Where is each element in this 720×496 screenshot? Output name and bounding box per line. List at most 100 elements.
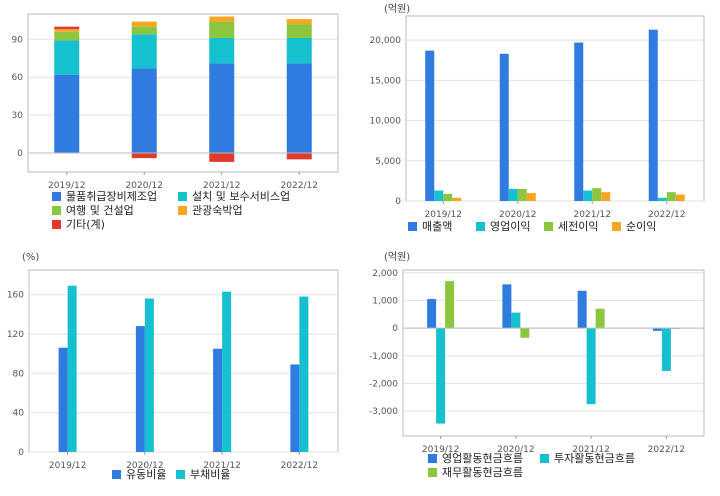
- bar: [209, 16, 235, 22]
- bar: [595, 308, 605, 329]
- bar: [131, 34, 157, 69]
- y-tick-label: -1,000: [369, 352, 398, 362]
- legend-label: 여행 및 건설업: [66, 204, 134, 217]
- x-tick-label: 2019/12: [49, 461, 86, 471]
- plot-frame: [27, 13, 339, 173]
- legend-swatch: [52, 206, 61, 215]
- y-tick-label: 0: [17, 149, 23, 159]
- legend-swatch: [52, 220, 61, 229]
- bar: [443, 193, 453, 201]
- bar: [586, 328, 596, 405]
- bar: [222, 291, 232, 452]
- y-tick-label: 0: [395, 197, 401, 207]
- plot-frame: [402, 269, 705, 437]
- legend-label: 유동비율: [126, 468, 166, 481]
- bar: [657, 197, 667, 201]
- bar: [209, 38, 235, 64]
- bar: [427, 299, 437, 329]
- y-tick-label: 20,000: [370, 36, 402, 46]
- bar: [574, 42, 584, 201]
- x-tick-label: 2019/12: [425, 210, 462, 220]
- y-tick-label: 2,000: [372, 269, 398, 279]
- chart-3: 0 40 80 120 160 (%) 2019/12 2020/12 2021/12 2022/…: [7, 252, 339, 481]
- x-tick-label: 2022/12: [281, 461, 318, 471]
- bar: [675, 194, 685, 201]
- y-tick-label: 160: [7, 291, 24, 301]
- x-tick-label: 2019/12: [48, 181, 85, 191]
- legend-swatch: [112, 470, 121, 479]
- y-tick-label: 1,000: [372, 296, 398, 306]
- x-tick-label: 2021/12: [203, 461, 240, 471]
- y-tick-label: 10,000: [370, 117, 402, 127]
- legend-swatch: [52, 192, 61, 201]
- y-tick-label: 60: [12, 73, 24, 83]
- bar: [67, 285, 77, 452]
- y-tick-label: 80: [13, 369, 25, 379]
- legend-label: 관광숙박업: [192, 204, 243, 217]
- legend-swatch: [178, 192, 187, 201]
- y-tick-label: 120: [7, 330, 24, 340]
- bar: [502, 284, 512, 329]
- legend-label: 재무활동현금흐름: [442, 465, 523, 479]
- legend-swatch: [176, 470, 185, 479]
- bar: [592, 188, 602, 201]
- x-tick-label: 2021/12: [203, 181, 240, 191]
- bar: [648, 29, 658, 201]
- bar: [54, 74, 80, 154]
- legend-swatch: [178, 206, 187, 215]
- bar: [209, 153, 235, 162]
- bar: [209, 63, 235, 154]
- bar: [135, 326, 145, 452]
- y-tick-label: 0: [18, 448, 24, 458]
- bar: [286, 63, 312, 154]
- bar: [577, 290, 587, 329]
- legend-label: 영업활동현금흐름: [442, 451, 523, 465]
- legend-label: 세전이익: [558, 220, 598, 233]
- bar: [508, 188, 518, 201]
- y-tick-label: -3,000: [369, 407, 398, 417]
- bar: [213, 348, 223, 452]
- legend-label: 매출액: [422, 220, 452, 233]
- bar: [131, 26, 157, 35]
- y-tick-label: 90: [12, 35, 24, 45]
- legend-swatch: [428, 454, 437, 463]
- y-tick-label: 5,000: [375, 157, 401, 167]
- bar: [583, 190, 593, 201]
- bar: [54, 40, 80, 75]
- bar: [520, 328, 530, 338]
- legend-label: 순이익: [626, 220, 656, 233]
- y-tick-label: 30: [12, 111, 24, 121]
- legend-swatch: [540, 454, 549, 463]
- chart-4: -3,000 -2,000 -1,000 0 1,000 2,000 (억원) 2019/12…: [369, 251, 705, 479]
- bar: [54, 31, 80, 41]
- bar: [286, 153, 312, 160]
- bar: [526, 192, 536, 201]
- x-tick-label: 2021/12: [574, 210, 611, 220]
- bar: [436, 328, 446, 424]
- legend-label: 투자활동현금흐름: [554, 451, 635, 465]
- bar: [299, 296, 309, 452]
- bar: [286, 19, 312, 25]
- y-tick-label: 40: [13, 409, 25, 419]
- bar: [131, 153, 157, 159]
- legend-label: 설치 및 보수서비스업: [192, 190, 290, 203]
- bar: [452, 197, 462, 201]
- bar: [131, 21, 157, 27]
- bar: [209, 21, 235, 39]
- bar: [434, 190, 444, 201]
- y-tick-label: 0: [392, 324, 398, 334]
- chart-2: 0 5,000 10,000 15,000 20,000 (억원) 2019/12 2020/…: [370, 3, 705, 233]
- bar: [511, 312, 521, 329]
- bar: [290, 364, 300, 452]
- x-tick-label: 2019/12: [422, 445, 459, 455]
- bar: [54, 29, 80, 32]
- bar: [286, 24, 312, 39]
- legend-swatch: [428, 468, 437, 477]
- bar: [54, 26, 80, 30]
- x-tick-label: 2022/12: [648, 210, 685, 220]
- legend-label: 물품취급장비제조업: [66, 190, 157, 203]
- bar: [652, 328, 662, 331]
- legend-swatch: [612, 222, 621, 231]
